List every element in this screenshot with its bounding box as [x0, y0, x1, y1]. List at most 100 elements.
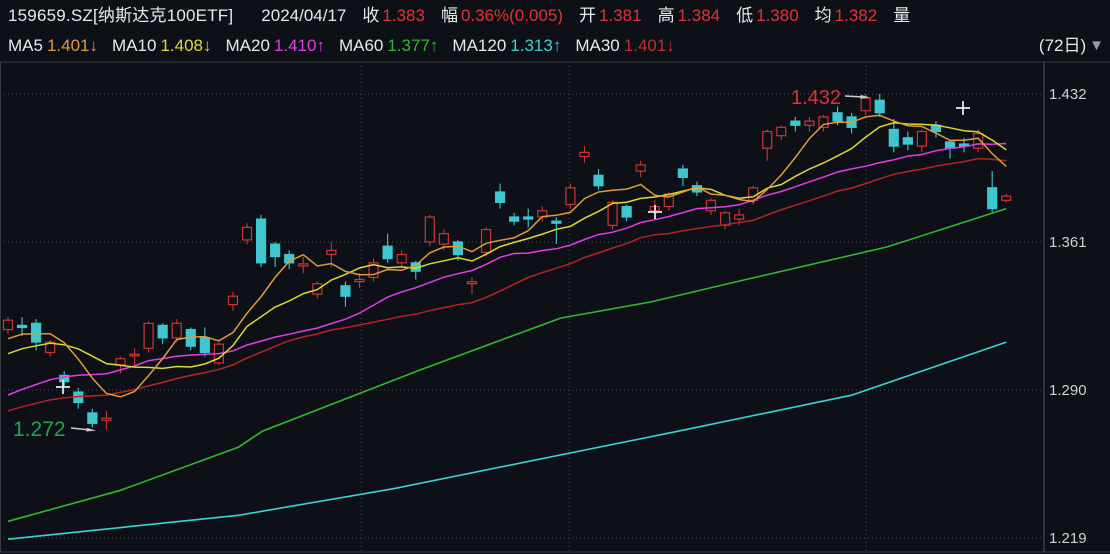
quote-field-高: 高 1.384	[658, 7, 721, 24]
price-tick-label: 1.361	[1049, 234, 1087, 251]
price-axis-labels: 1.432 1.361 1.290 1.219	[1049, 86, 1087, 547]
candle-body	[438, 233, 449, 245]
ma-legend-items: MA5 1.401↓ MA10 1.408↓ MA20 1.410↑ MA60 1.377↑ M…	[8, 37, 689, 54]
candle-body	[270, 243, 281, 258]
ma-legend-item-MA120: MA120 1.313↑	[452, 37, 561, 54]
ma-line-MA10	[7, 122, 1007, 370]
candle-body	[734, 214, 745, 220]
candle-body	[452, 241, 464, 256]
ma-label: MA60	[338, 36, 384, 55]
candles-layer	[2, 94, 1012, 430]
ma-legend-item-MA30: MA30 1.401↓	[575, 37, 674, 54]
dropdown-arrow-icon[interactable]: ▼	[1089, 37, 1104, 54]
candle-body	[579, 151, 590, 158]
candle-body	[944, 141, 956, 149]
candle-body	[298, 263, 309, 267]
annotations: 1.432 1.272	[13, 87, 870, 441]
ma-line-MA120	[7, 341, 1007, 540]
period-label: (72日)	[1038, 36, 1087, 55]
candle-body	[607, 201, 618, 226]
quote-field-label: 低	[736, 6, 754, 25]
candle-body	[143, 322, 154, 349]
period-selector[interactable]: (72日) ▼	[1039, 37, 1104, 54]
candle-body	[874, 99, 885, 114]
quote-field-label: 高	[657, 6, 675, 25]
candle-body	[818, 116, 829, 128]
candle-body	[565, 187, 576, 206]
ma-line-MA60	[7, 207, 1007, 523]
candle-body	[31, 322, 42, 343]
ma-label: MA20	[225, 36, 270, 55]
candle-body	[790, 120, 801, 126]
annotation-1.272: 1.272	[13, 418, 96, 441]
ma-value: 1.401↓	[46, 36, 99, 55]
white-cross-marker	[956, 101, 970, 115]
candle-body	[227, 295, 239, 306]
candle-body	[157, 324, 168, 339]
quote-field-value: 1.380	[756, 6, 799, 25]
candle-body	[368, 262, 379, 279]
ma-line-MA5	[7, 114, 1007, 398]
candle-body	[973, 133, 984, 149]
ma-lines-layer	[7, 114, 1007, 540]
quote-header: 159659.SZ[纳斯达克100ETF] 2024/04/17 收 1.383 幅…	[8, 7, 1104, 24]
candle-body	[523, 216, 534, 220]
ma-legend-item-MA5: MA5 1.401↓	[8, 37, 98, 54]
quote-field-value: 1.381	[599, 6, 642, 25]
candle-body	[424, 216, 435, 243]
candle-body	[87, 412, 98, 424]
annotation-1.432: 1.432	[791, 87, 870, 109]
ma-label: MA120	[452, 36, 507, 55]
candle-body	[888, 128, 899, 147]
candle-body	[635, 164, 646, 172]
candle-body	[480, 228, 492, 254]
candle-body	[551, 220, 562, 224]
candle-body	[902, 137, 913, 145]
ma-value: 1.313↑	[510, 36, 562, 55]
chart-frame	[0, 61, 1110, 553]
candle-body	[255, 218, 267, 264]
candle-body	[326, 249, 337, 256]
quote-field-label: 量	[893, 6, 911, 25]
candle-body	[776, 126, 787, 137]
ma-legend-item-MA60: MA60 1.377↑	[339, 37, 438, 54]
candle-body	[382, 245, 393, 260]
grid-lines	[0, 62, 1044, 552]
annotation-arrowhead	[860, 94, 870, 99]
price-tick-label: 1.290	[1049, 382, 1087, 399]
candle-body	[2, 319, 14, 331]
candle-body	[16, 324, 28, 329]
candle-body	[241, 226, 253, 241]
candle-body	[396, 253, 407, 264]
quote-fields: 收 1.383 幅 0.36%(0.005) 开 1.381 高 1.384 低 1.380 均 1.…	[346, 7, 913, 24]
ma-label: MA10	[112, 36, 157, 55]
ma-value: 1.408↓	[160, 36, 212, 55]
quote-field-value: 1.382	[834, 6, 878, 25]
candle-body	[593, 174, 604, 187]
ma-line-MA20	[7, 142, 1007, 396]
candle-body	[762, 130, 773, 149]
ma-value: 1.410↑	[273, 36, 325, 55]
quote-field-幅: 幅 0.36%(0.005)	[441, 7, 563, 24]
annotation-arrowhead	[86, 427, 96, 432]
candle-body	[860, 97, 871, 112]
price-tick-label: 1.432	[1049, 86, 1087, 103]
candle-body	[495, 191, 506, 203]
candle-body	[115, 358, 126, 366]
annotation-text: 1.432	[791, 87, 841, 109]
quote-field-value: 1.384	[677, 6, 721, 25]
candle-body	[509, 216, 520, 222]
candle-body	[916, 130, 928, 147]
quote-field-value: 1.383	[382, 6, 425, 25]
candle-body	[621, 205, 632, 218]
quote-field-label: 均	[814, 6, 832, 25]
candle-body	[719, 212, 731, 226]
candle-body	[1001, 195, 1012, 201]
ma-legend-item-MA20: MA20 1.410↑	[225, 37, 324, 54]
candle-body	[832, 112, 843, 122]
candle-body	[804, 120, 815, 126]
quote-field-均: 均 1.382	[815, 7, 878, 24]
candle-body	[199, 337, 210, 354]
